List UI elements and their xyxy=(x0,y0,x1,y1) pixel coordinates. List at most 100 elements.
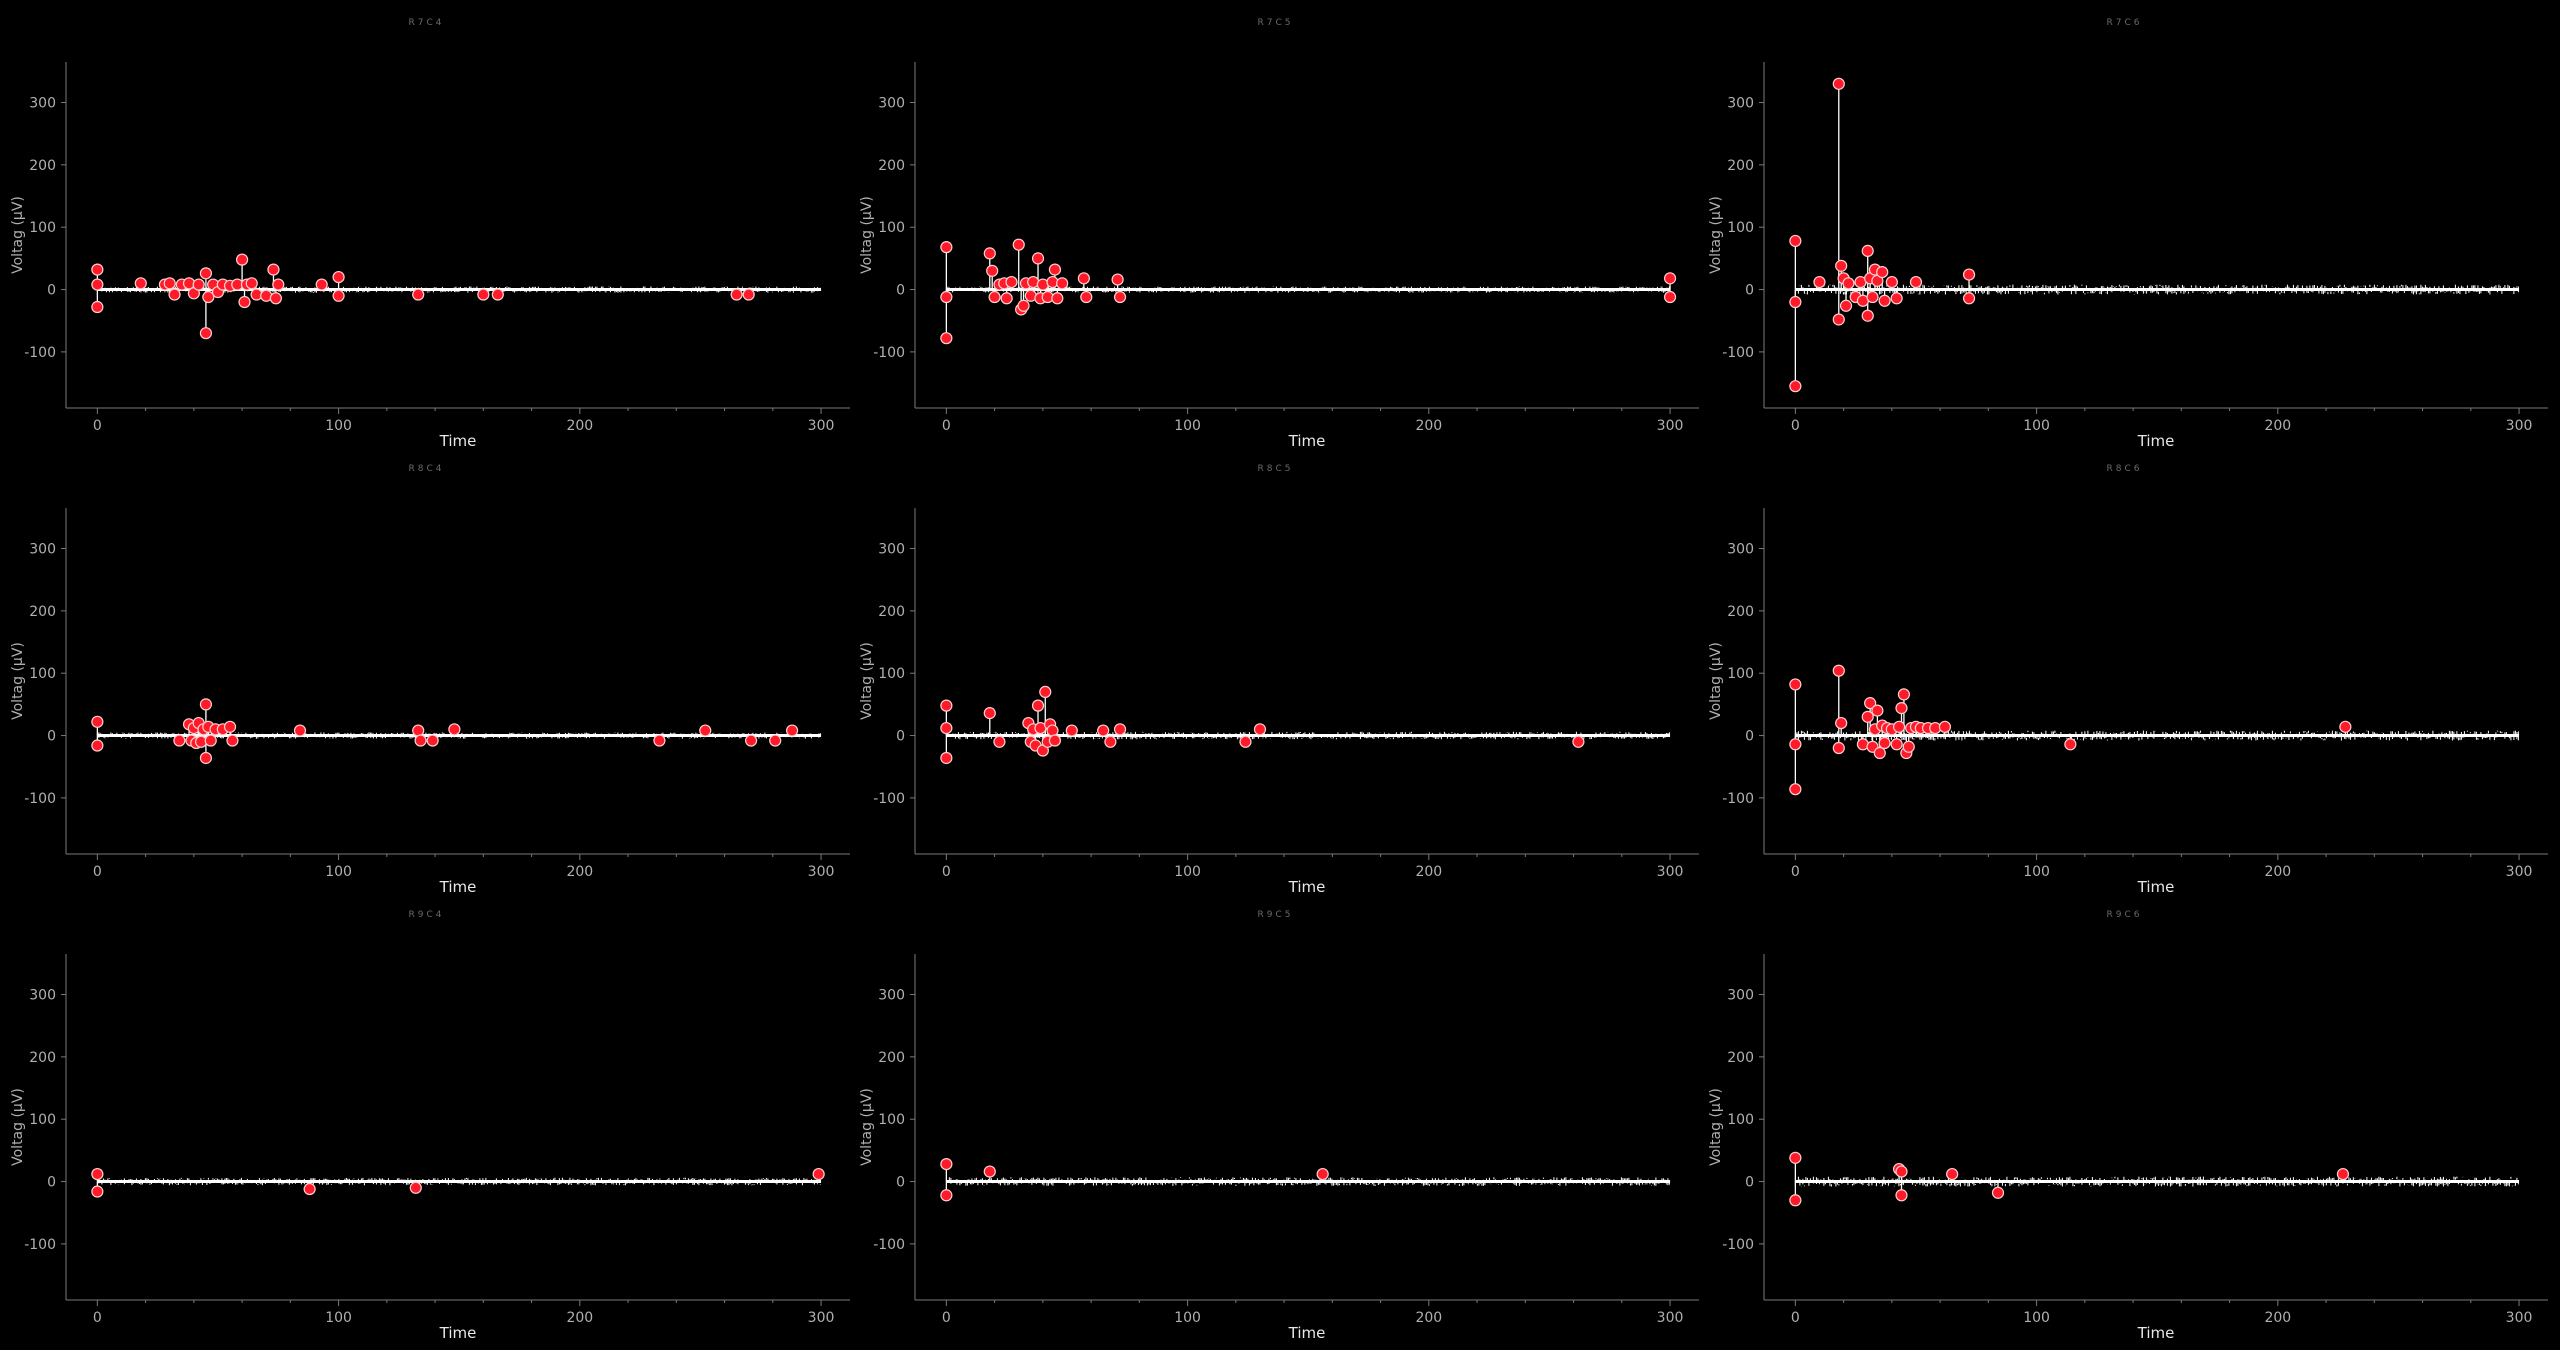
spike-point xyxy=(1878,294,1891,307)
y-tick-label: 100 xyxy=(29,666,56,682)
chart-svg: -100 0 100 200 300 0 100 200 300 Time Voltag (µV) xyxy=(859,954,1699,1338)
y-axis-label: Voltag (µV) xyxy=(1708,196,1724,274)
spike-point xyxy=(1861,309,1874,322)
x-tick-label: 200 xyxy=(566,864,593,880)
spike-point xyxy=(409,1181,422,1194)
spike-point xyxy=(1039,685,1052,699)
y-tick-label: 200 xyxy=(1727,604,1754,620)
spike-point xyxy=(226,734,239,747)
spike-point xyxy=(332,270,345,284)
spike-point xyxy=(1938,720,1952,733)
chart-panel-r9c4: R9C4 -100 0 100 200 300 0 100 200 300 Time Voltag (… xyxy=(0,892,853,1338)
spike-point xyxy=(168,288,181,301)
spike-point xyxy=(1861,710,1874,723)
x-tick-label: 200 xyxy=(2264,864,2291,880)
y-tick-label: -100 xyxy=(1722,345,1754,361)
x-tick-label: 300 xyxy=(1657,1310,1684,1326)
chart-panel-r9c6: R9C6 -100 0 100 200 300 0 100 200 300 Time Voltag (… xyxy=(1698,892,2551,1338)
spike-point xyxy=(1005,275,1018,289)
chart-svg: -100 0 100 200 300 0 100 200 300 Time Voltag (µV) xyxy=(859,508,1699,892)
spike-point xyxy=(223,720,237,733)
y-tick-label: 200 xyxy=(29,158,56,174)
spike-point xyxy=(1051,292,1064,305)
x-tick-label: 0 xyxy=(1791,864,1800,880)
x-tick-label: 200 xyxy=(1415,864,1442,880)
spike-point xyxy=(1000,292,1013,305)
y-axis-label: Voltag (µV) xyxy=(859,1088,875,1166)
y-tick-label: 100 xyxy=(1727,220,1754,236)
chart-title: R8C5 xyxy=(1257,464,1294,474)
spike-point xyxy=(1789,738,1802,751)
x-tick-label: 100 xyxy=(1174,864,1201,880)
x-tick-label: 300 xyxy=(2506,864,2533,880)
spike-point xyxy=(267,263,280,276)
spike-point xyxy=(1316,1167,1329,1181)
x-axis-label: Time xyxy=(439,432,477,446)
x-axis-label: Time xyxy=(2137,1324,2175,1338)
x-tick-label: 0 xyxy=(942,864,951,880)
spike-point xyxy=(202,290,215,304)
y-tick-label: -100 xyxy=(1722,1237,1754,1253)
spike-point xyxy=(1113,723,1127,736)
spike-point xyxy=(983,707,996,720)
spike-point xyxy=(1663,272,1677,285)
spike-point xyxy=(199,267,213,280)
x-tick-label: 300 xyxy=(1657,418,1684,434)
spike-point xyxy=(940,1189,953,1202)
chart-svg: -100 0 100 200 300 0 100 200 300 Time Voltag (µV) xyxy=(1708,508,2548,892)
y-tick-label: 200 xyxy=(29,604,56,620)
x-tick-label: 200 xyxy=(1415,1310,1442,1326)
y-tick-label: 200 xyxy=(1727,158,1754,174)
x-tick-label: 300 xyxy=(1657,864,1684,880)
spike-point xyxy=(269,292,282,305)
y-tick-label: 300 xyxy=(29,988,56,1004)
spike-point xyxy=(699,724,712,737)
chart-title: R7C5 xyxy=(1257,18,1294,28)
spike-point xyxy=(1902,740,1915,753)
spike-point xyxy=(1839,299,1853,312)
x-axis-label: Time xyxy=(439,1324,477,1338)
y-tick-label: -100 xyxy=(873,791,905,807)
spike-point xyxy=(1048,263,1062,276)
spike-point xyxy=(1813,275,1826,289)
chart-title: R8C6 xyxy=(2106,464,2143,474)
spike-point xyxy=(940,290,953,304)
chart-title: R9C6 xyxy=(2106,910,2143,920)
x-tick-label: 100 xyxy=(325,418,352,434)
y-tick-label: 300 xyxy=(29,96,56,112)
y-tick-label: 300 xyxy=(1727,96,1754,112)
spike-point xyxy=(1897,688,1911,701)
chart-svg: -100 0 100 200 300 0 100 200 300 Time Voltag (µV) xyxy=(1708,62,2548,446)
spike-point xyxy=(412,288,425,301)
y-tick-label: 0 xyxy=(896,729,905,745)
spike-point xyxy=(1789,234,1802,248)
x-tick-label: 100 xyxy=(1174,418,1201,434)
x-tick-label: 100 xyxy=(2023,418,2050,434)
y-axis-label: Voltag (µV) xyxy=(1708,642,1724,720)
spike-point xyxy=(173,734,186,747)
x-tick-label: 300 xyxy=(808,418,835,434)
y-tick-label: 200 xyxy=(878,158,905,174)
spike-point xyxy=(940,721,953,735)
spike-point xyxy=(1012,238,1025,251)
y-tick-label: 200 xyxy=(878,1050,905,1066)
chart-title: R9C5 xyxy=(1257,910,1294,920)
spike-point xyxy=(91,278,104,291)
spike-point xyxy=(1876,265,1889,279)
spike-point xyxy=(91,1185,104,1198)
spike-point xyxy=(1253,723,1267,736)
spike-point xyxy=(315,278,328,291)
spike-point xyxy=(134,277,147,290)
spike-point xyxy=(1895,1189,1908,1202)
spike-point xyxy=(1861,244,1874,257)
spike-point xyxy=(1832,741,1845,755)
spike-point xyxy=(1832,77,1845,90)
spike-point xyxy=(993,735,1006,748)
x-tick-label: 300 xyxy=(808,1310,835,1326)
spike-point xyxy=(988,290,1001,304)
spike-point xyxy=(1832,664,1845,677)
x-tick-label: 100 xyxy=(1174,1310,1201,1326)
spike-point xyxy=(730,288,743,301)
y-axis-label: Voltag (µV) xyxy=(859,642,875,720)
y-axis-label: Voltag (µV) xyxy=(10,642,26,720)
